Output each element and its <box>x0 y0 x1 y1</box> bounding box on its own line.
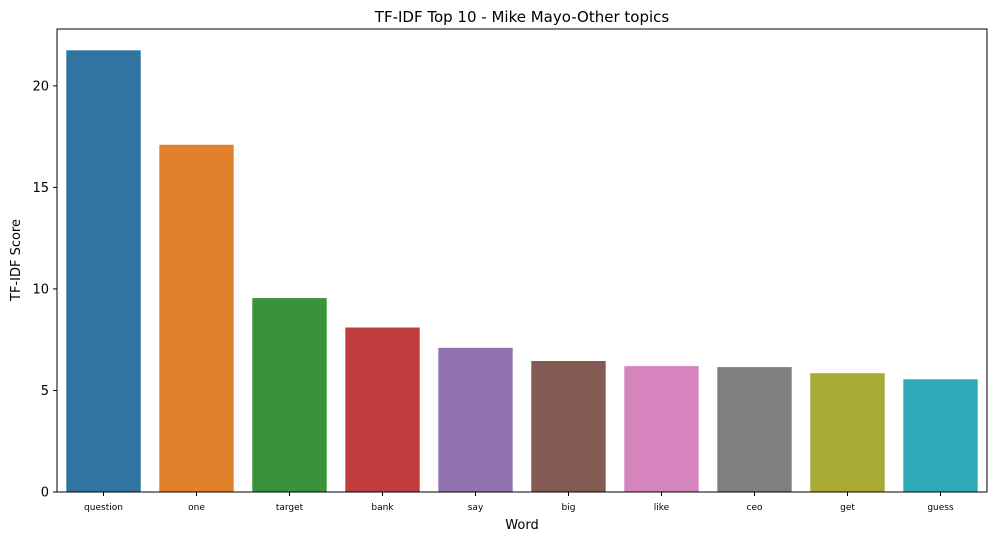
bar-like <box>624 366 699 492</box>
bar-guess <box>903 379 978 492</box>
bar-question <box>66 50 141 492</box>
x-tick-label-one: one <box>188 503 205 513</box>
y-tick-label-20: 20 <box>32 79 49 94</box>
x-tick-label-guess: guess <box>927 503 954 513</box>
y-axis: 0 5 10 15 20 <box>32 79 57 501</box>
x-tick-label-question: question <box>84 503 123 513</box>
y-tick-label-15: 15 <box>32 181 49 196</box>
x-tick-label-ceo: ceo <box>747 503 763 513</box>
bar-bank <box>345 327 420 492</box>
x-tick-label-target: target <box>276 503 304 513</box>
bar-target <box>252 298 327 492</box>
y-axis-label: TF-IDF Score <box>9 219 24 302</box>
bar-get <box>810 373 885 492</box>
y-tick-label-0: 0 <box>41 486 49 501</box>
x-tick-label-big: big <box>562 503 576 513</box>
x-tick-label-get: get <box>840 503 855 513</box>
bar-one <box>159 144 234 492</box>
plot-frame <box>56 28 988 493</box>
bars-group <box>66 50 978 492</box>
bar-say <box>438 347 513 492</box>
x-axis: question one target bank say big like ceo get gue… <box>84 492 954 513</box>
chart-title: TF-IDF Top 10 - Mike Mayo-Other topics <box>374 8 670 26</box>
x-tick-label-bank: bank <box>371 503 394 513</box>
x-axis-label: Word <box>505 518 538 533</box>
x-tick-label-like: like <box>654 503 670 513</box>
bar-ceo <box>717 367 792 492</box>
y-tick-label-5: 5 <box>41 384 49 399</box>
x-tick-label-say: say <box>468 503 484 513</box>
y-tick-label-10: 10 <box>32 282 49 297</box>
bar-big <box>531 361 606 492</box>
